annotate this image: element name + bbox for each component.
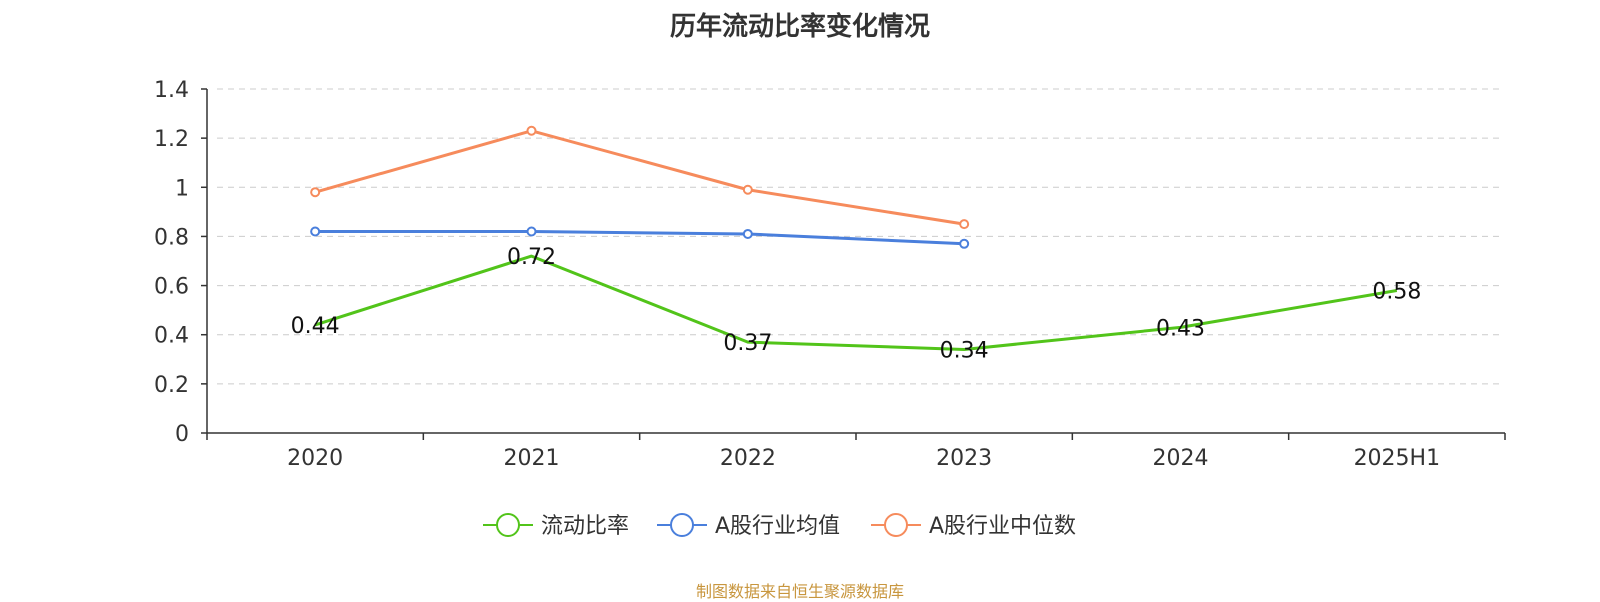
data-point <box>526 125 537 136</box>
chart-title: 历年流动比率变化情况 <box>669 12 930 42</box>
y-tick-label: 1 <box>175 176 189 201</box>
data-point <box>742 184 753 195</box>
data-point <box>959 238 970 249</box>
y-tick-label: 0.4 <box>154 324 189 349</box>
data-label: 0.72 <box>507 245 556 270</box>
y-tick-label: 0.2 <box>154 373 189 398</box>
legend-item[interactable]: A股行业均值 <box>657 513 840 539</box>
data-label: 0.44 <box>291 314 340 339</box>
y-tick-label: 1.4 <box>154 78 189 103</box>
data-point <box>742 228 753 239</box>
data-point <box>310 226 321 237</box>
y-axis-ticks: 0 0.2 0.4 0.6 0.8 1 1.2 1.4 <box>154 78 207 447</box>
data-point <box>526 226 537 237</box>
y-tick-label: 1.2 <box>154 127 189 152</box>
y-tick-label: 0.8 <box>154 225 189 250</box>
series-line <box>314 129 965 226</box>
legend-item[interactable]: 流动比率 <box>483 513 629 539</box>
x-tick-label: 2022 <box>720 446 776 471</box>
legend-swatch-marker <box>496 513 520 537</box>
data-label: 0.58 <box>1372 279 1421 304</box>
legend-item[interactable]: A股行业中位数 <box>871 513 1076 539</box>
x-tick-label: 2023 <box>936 446 992 471</box>
x-axis-ticks: 2020 2021 2022 2023 2024 2025H1 <box>206 433 1506 471</box>
legend-swatch-marker <box>884 513 908 537</box>
y-tick-label: 0 <box>175 422 189 447</box>
data-point <box>959 219 970 230</box>
data-label: 0.43 <box>1156 316 1205 341</box>
legend-swatch-marker <box>670 513 694 537</box>
series-line <box>315 230 965 246</box>
legend-label: A股行业均值 <box>715 514 840 539</box>
axes <box>206 89 1505 434</box>
data-label: 0.34 <box>940 338 989 363</box>
x-tick-label: 2024 <box>1153 446 1209 471</box>
legend-label: A股行业中位数 <box>929 514 1076 539</box>
x-tick-label: 2025H1 <box>1354 446 1441 471</box>
data-label: 0.37 <box>723 331 772 356</box>
series-points <box>310 125 970 249</box>
data-point <box>310 187 321 198</box>
data-labels: 0.44 0.72 0.37 0.34 0.43 0.58 <box>291 245 1422 363</box>
grid-lines <box>217 88 1500 385</box>
series-line <box>314 254 1398 351</box>
x-tick-label: 2020 <box>287 446 343 471</box>
legend[interactable]: 流动比率 A股行业均值 A股行业中位数 <box>483 513 1076 539</box>
legend-label: 流动比率 <box>541 514 629 539</box>
x-tick-label: 2021 <box>504 446 560 471</box>
series-lines <box>314 129 1398 351</box>
source-note: 制图数据来自恒生聚源数据库 <box>695 582 904 601</box>
y-tick-label: 0.6 <box>154 275 189 300</box>
